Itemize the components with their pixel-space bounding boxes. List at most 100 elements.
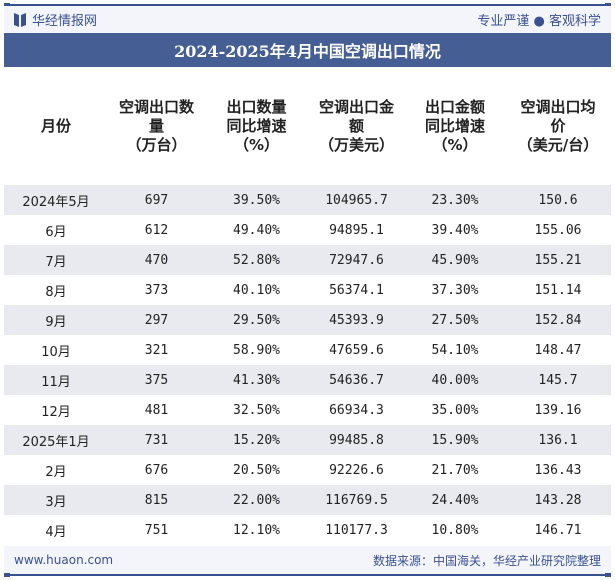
table-cell: 27.50% [405,305,505,335]
table-cell: 66934.3 [329,402,384,418]
column-header-line: 月份 [40,116,71,135]
table-cell: 52.80% [205,245,308,275]
table-cell: 470 [108,245,205,275]
table-cell: 20.50% [233,462,280,478]
table-cell: 139.16 [534,402,582,418]
table-cell: 35.00% [431,402,479,418]
table-cell: 731 [108,425,205,455]
brand-name: 华经情报网 [32,14,98,29]
logo-icon [14,12,26,27]
table-cell: 145.7 [505,365,611,395]
table-cell: 110177.3 [325,522,388,538]
table-row: 7月 470 52.80% 72947.6 45.90% 155.21 [4,245,611,275]
column-header-line: （%） [233,135,280,154]
table-cell: 58.90% [233,342,280,358]
table-cell: 37.30% [431,282,479,298]
column-header: 空调出口均价（美元/台） [505,67,611,185]
table-cell: 150.6 [505,185,611,215]
column-header: 月份 [4,67,108,185]
table-cell: 3月 [4,485,108,515]
table-cell: 155.06 [534,222,582,238]
table-row: 6月 612 49.40% 94895.1 39.40% 155.06 [4,215,611,245]
table-row: 3月 815 22.00% 116769.5 24.40% 143.28 [4,485,611,515]
column-header: 空调出口金额（万美元） [308,67,405,185]
slogan: 专业严谨 ● 客观科学 [477,14,601,29]
column-header-line: （万台） [126,135,187,154]
table-cell: 15.90% [405,425,505,455]
table-cell: 6月 [45,224,67,240]
top-border [4,3,611,7]
table-cell: 146.71 [534,522,582,538]
column-header-line: 价 [550,116,566,135]
table-row: 8月 373 40.10% 56374.1 37.30% 151.14 [4,275,611,305]
table-row: 2024年5月 697 39.50% 104965.7 23.30% 150.6 [4,185,611,215]
table-cell: 54.10% [431,342,479,358]
table-cell: 29.50% [205,305,308,335]
table-cell: 2024年5月 [4,185,108,215]
column-header-line: 空调出口均 [520,97,596,116]
table-cell: 297 [108,305,205,335]
table-cell: 12月 [41,404,71,420]
table-cell: 143.28 [505,485,611,515]
table-cell: 99485.8 [308,425,405,455]
top-bar: 华经情报网 专业严谨 ● 客观科学 [4,6,611,33]
column-header: 空调出口数量（万台） [108,67,205,185]
table-cell: 155.21 [505,245,611,275]
table-cell: 815 [108,485,205,515]
column-header: 出口数量 同比增速 （%） [205,67,308,185]
table-cell: 7月 [4,245,108,275]
table-cell: 612 [144,222,169,238]
footer: www.huaon.com 数据来源：中国海关，华经产业研究院整理 [4,546,611,574]
table-cell: 39.50% [205,185,308,215]
table-cell: 751 [144,522,169,538]
table-cell: 56374.1 [329,282,384,298]
table-row: 9月 297 29.50% 45393.9 27.50% 152.84 [4,305,611,335]
table-cell: 116769.5 [308,485,405,515]
table-cell: 39.40% [431,222,479,238]
table-cell: 9月 [4,305,108,335]
table-row: 4月 751 12.10% 110177.3 10.80% 146.71 [4,515,611,545]
bottom-border [4,573,611,577]
brand: 华经情报网 [14,10,97,29]
column-header-line: 出口金额 [424,97,485,116]
table-cell: 697 [108,185,205,215]
table-cell: 11月 [4,365,108,395]
column-header-line: （万美元） [318,135,394,154]
table-cell: 2025年1月 [4,425,108,455]
data-table: 月份 空调出口数量（万台） 出口数量 同比增速 （%） 空调出口金额（万美元） 出口金额 同比… [4,67,611,545]
table-cell: 40.10% [233,282,280,298]
website-link[interactable]: www.huaon.com [14,553,114,567]
table-cell: 136.43 [534,462,582,478]
table-cell: 152.84 [505,305,611,335]
page-title: 2024-2025年4月中国空调出口情况 [4,33,611,67]
table-cell: 49.40% [233,222,280,238]
table-cell: 676 [144,462,169,478]
table-row: 2月 676 20.50% 92226.6 21.70% 136.43 [4,455,611,485]
table-cell: 22.00% [205,485,308,515]
table-cell: 136.1 [505,425,611,455]
column-header-line: 同比增速 [226,116,287,135]
column-header-line: 空调出口金 [318,97,394,116]
table-cell: 32.50% [233,402,280,418]
table-cell: 54636.7 [308,365,405,395]
table-cell: 104965.7 [308,185,405,215]
table-cell: 21.70% [431,462,479,478]
table-cell: 45393.9 [308,305,405,335]
table-cell: 40.00% [405,365,505,395]
table-cell: 12.10% [233,522,280,538]
column-header-line: （%） [432,135,478,154]
table-cell: 321 [144,342,169,358]
column-header-line: 额 [348,116,364,135]
column-header: 出口金额 同比增速 （%） [405,67,505,185]
table-cell: 2月 [45,464,67,480]
column-header-line: 量 [148,116,164,135]
table-cell: 10.80% [431,522,479,538]
table-row: 10月 321 58.90% 47659.6 54.10% 148.47 [4,335,611,365]
table-cell: 375 [108,365,205,395]
table-cell: 45.90% [405,245,505,275]
table-cell: 151.14 [534,282,582,298]
table-cell: 15.20% [205,425,308,455]
table-cell: 148.47 [534,342,582,358]
table-cell: 92226.6 [329,462,384,478]
table-row: 12月 481 32.50% 66934.3 35.00% 139.16 [4,395,611,425]
